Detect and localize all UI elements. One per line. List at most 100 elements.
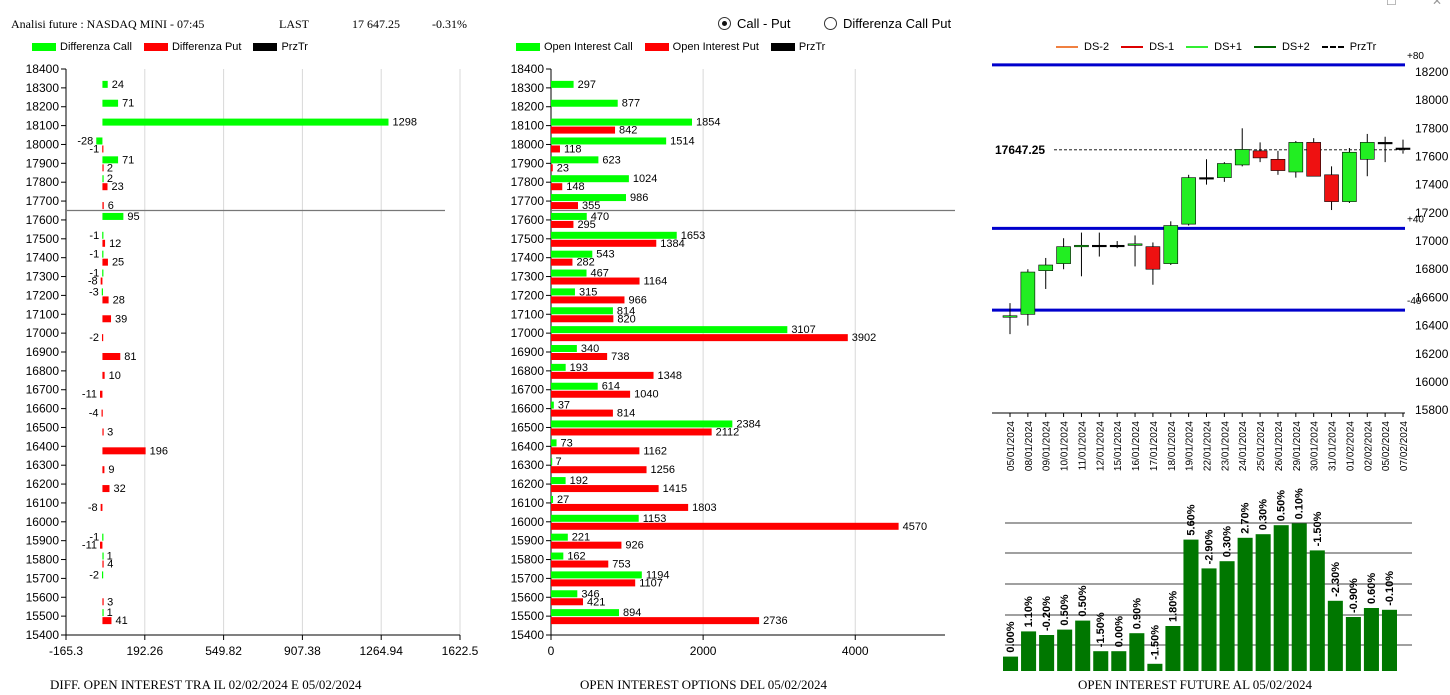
x-tick-label: 29/01/2024: [1292, 421, 1303, 471]
bar-put: [100, 277, 103, 285]
x-tick-label: 12/01/2024: [1095, 421, 1106, 471]
y-tick-label: 16400: [1415, 319, 1449, 333]
data-label: 820: [617, 313, 635, 325]
level-label: +40: [1407, 214, 1424, 225]
legend-item-diff-call: Differenza Call: [32, 41, 132, 53]
y-tick-label: 16900: [26, 345, 60, 359]
bar-put: [100, 390, 103, 398]
y-tick-label: 18300: [26, 81, 60, 95]
y-tick-label: 18100: [26, 119, 60, 133]
bar-call: [551, 99, 618, 107]
legend-item-ds+2: DS+2: [1253, 41, 1310, 53]
data-label: -2.30%: [1330, 562, 1342, 597]
bar-call: [551, 212, 587, 220]
data-label: -1: [89, 249, 99, 261]
bar-call: [551, 495, 554, 503]
data-label: -1: [89, 268, 99, 280]
y-tick-label: 16600: [511, 402, 545, 416]
data-label: 28: [113, 294, 125, 306]
y-tick-label: 17600: [511, 213, 545, 227]
data-label: -8: [88, 502, 98, 514]
y-tick-label: 18300: [511, 81, 545, 95]
bar-call: [551, 590, 578, 598]
bar-call: [551, 514, 639, 522]
data-label: 3: [107, 426, 113, 438]
y-tick-label: 17900: [26, 156, 60, 170]
data-label: 3107: [791, 324, 815, 336]
x-tick-label: 10/01/2024: [1060, 421, 1071, 471]
bar-future-oi: [1309, 550, 1325, 671]
radio-differenza[interactable]: Differenza Call Put: [824, 16, 951, 31]
x-tick-label: 25/01/2024: [1256, 421, 1267, 471]
candle-body: [1002, 315, 1018, 318]
data-label: 0.60%: [1366, 573, 1378, 604]
bar-put: [551, 220, 574, 228]
data-label: 3: [107, 596, 113, 608]
data-label: -1: [89, 532, 99, 544]
maximize-icon[interactable]: ☐: [1386, 0, 1397, 8]
x-tick-label: 08/01/2024: [1024, 421, 1035, 471]
y-tick-label: 15400: [26, 628, 60, 642]
bar-put: [551, 371, 654, 379]
bar-put: [102, 560, 104, 568]
level-label: +80: [1407, 51, 1424, 62]
data-label: 9: [108, 464, 114, 476]
bar-call: [101, 571, 104, 579]
candle-body: [1359, 142, 1375, 160]
legend-label: DS-1: [1149, 41, 1175, 53]
y-tick-label: 16400: [511, 439, 545, 453]
y-tick-label: 17200: [511, 288, 545, 302]
candle-body: [1324, 174, 1339, 202]
radio-call-put[interactable]: Call - Put: [718, 16, 790, 31]
data-label: -2: [89, 569, 99, 581]
x-tick-label: 31/01/2024: [1328, 421, 1339, 471]
y-tick-label: 18100: [511, 119, 545, 133]
bar-future-oi: [1219, 561, 1235, 671]
chart-future-oi-bars: 0.00% 1.10% -0.20% 0.50% 0.50% -1.50% 0.00% 0.9…: [1003, 488, 1412, 671]
data-label: 1107: [639, 577, 663, 589]
bar-future-oi: [1039, 635, 1055, 671]
data-label: 1164: [644, 276, 668, 288]
bar-future-oi: [1129, 633, 1145, 671]
data-label: 2: [107, 173, 113, 185]
x-tick-label: 24/01/2024: [1238, 421, 1249, 471]
bar-call: [551, 156, 599, 164]
x-tick-label: 192.26: [126, 644, 163, 658]
data-label: 2112: [716, 426, 740, 438]
data-label: 7: [556, 456, 562, 468]
data-label: -1.50%: [1149, 625, 1161, 660]
legend-label: Open Interest Put: [672, 41, 759, 53]
bar-put: [102, 485, 110, 493]
data-label: 1194: [646, 569, 670, 581]
data-label: 95: [127, 211, 139, 223]
data-label: 2384: [736, 418, 760, 430]
data-label: 1256: [651, 464, 675, 476]
data-label: 0.00%: [1005, 621, 1017, 652]
data-label: 346: [581, 588, 599, 600]
bar-call: [551, 420, 733, 428]
bar-future-oi: [1345, 617, 1361, 671]
close-icon[interactable]: ✕: [1432, 0, 1443, 8]
y-tick-label: 17600: [26, 213, 60, 227]
y-tick-label: 15500: [26, 609, 60, 623]
data-label: -4: [89, 408, 99, 420]
bar-call: [551, 250, 593, 258]
bar-put: [551, 126, 616, 134]
data-label: 355: [582, 200, 600, 212]
legend-label: PrzTr: [1349, 41, 1377, 53]
bar-put: [102, 258, 108, 266]
bar-future-oi: [1147, 663, 1163, 671]
bar-future-oi: [1255, 534, 1271, 671]
bar-put: [102, 598, 104, 606]
bar-put: [551, 164, 553, 172]
data-label: -1.50%: [1095, 612, 1107, 647]
bar-future-oi: [1093, 651, 1109, 671]
bar-put: [551, 579, 636, 587]
bar-call: [551, 552, 564, 560]
candle-body: [1056, 246, 1071, 264]
x-tick-label: 2000: [690, 644, 717, 658]
bar-call: [551, 477, 566, 485]
bar-put: [551, 428, 712, 436]
radio-differenza-label: Differenza Call Put: [843, 16, 952, 31]
data-label: 0.50%: [1276, 490, 1288, 521]
